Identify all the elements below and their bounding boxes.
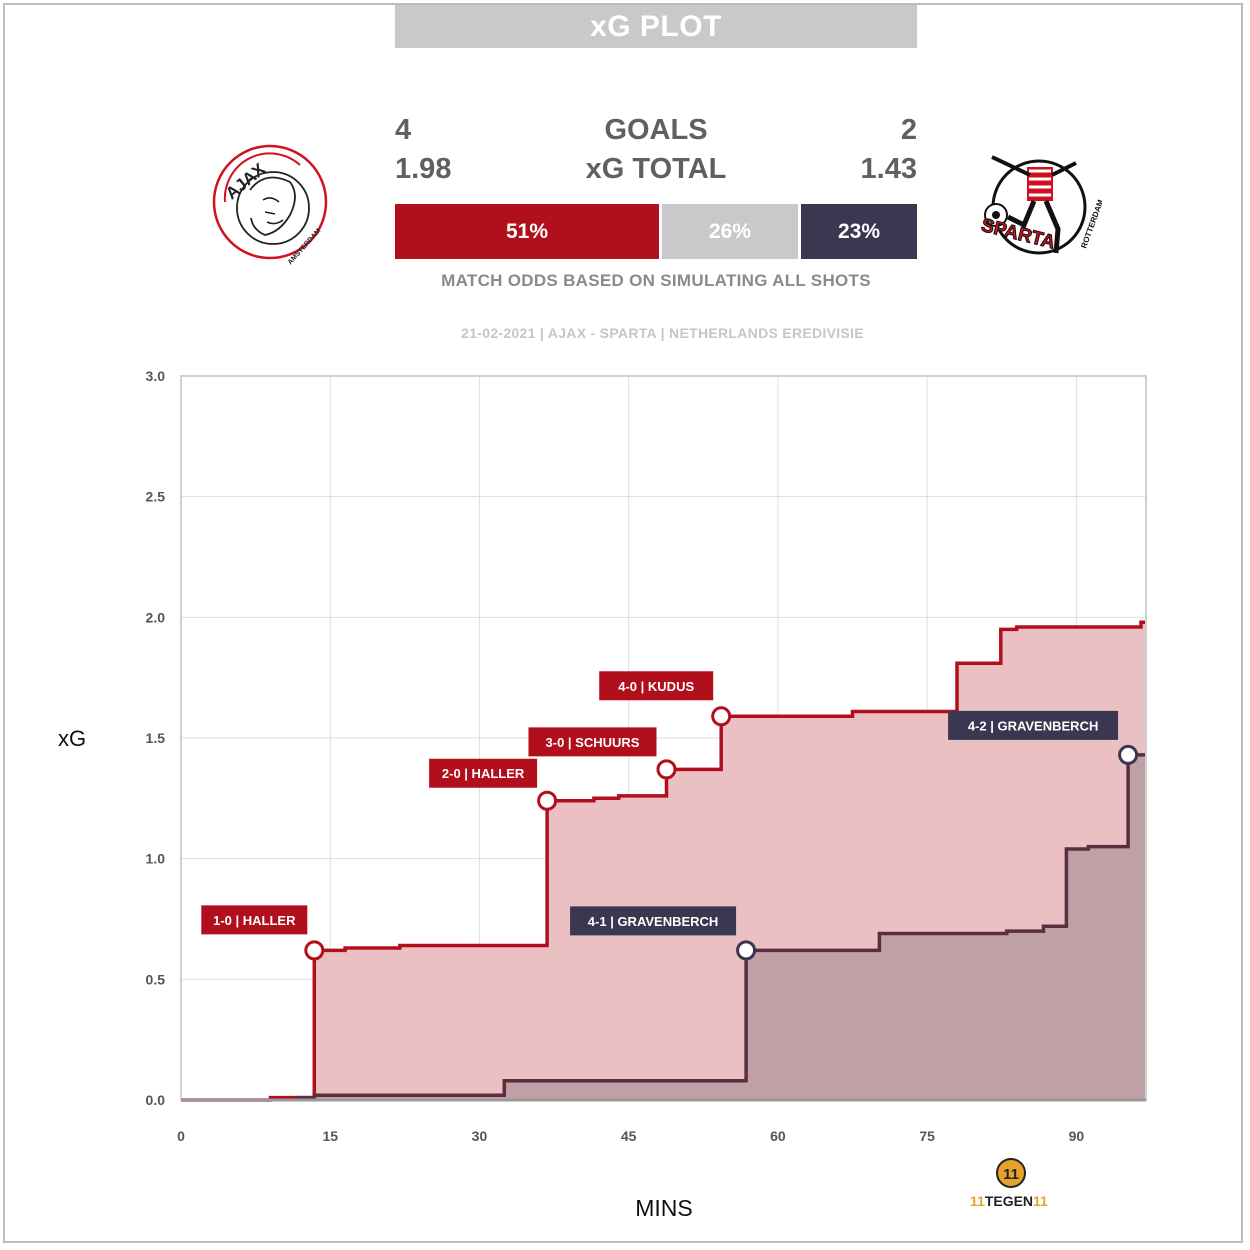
goal-label-box xyxy=(948,710,1119,740)
y-tick-label: 2.5 xyxy=(146,489,166,505)
home-goals: 4 xyxy=(395,114,412,146)
y-tick-label: 1.0 xyxy=(146,851,166,867)
goal-label-box xyxy=(599,671,714,701)
goal-marker xyxy=(736,940,757,961)
goal-label: 3-0 | SCHUURS xyxy=(546,735,640,750)
x-tick-label: 90 xyxy=(1069,1128,1085,1144)
x-tick-label: 60 xyxy=(770,1128,786,1144)
series-lines xyxy=(181,620,1146,1102)
goal-label-box xyxy=(429,758,538,788)
goal-label: 4-2 | GRAVENBERCH xyxy=(968,718,1099,733)
goal-marker xyxy=(711,706,732,727)
goal-label-box xyxy=(570,906,737,936)
area-fills xyxy=(181,622,1146,1100)
brand-text-left: 11 xyxy=(970,1193,985,1208)
brand-text-right: 11 xyxy=(1033,1193,1048,1208)
x-axis-label: MINS xyxy=(635,1195,693,1221)
y-axis-label: xG xyxy=(58,726,86,751)
x-tick-label: 30 xyxy=(472,1128,488,1144)
goal-marker xyxy=(537,790,558,811)
page-title: xG PLOT xyxy=(395,5,917,48)
goals-label: GOALS xyxy=(604,114,708,146)
svg-text:11TEGEN11: 11TEGEN11 xyxy=(970,1193,1048,1208)
x-tick-label: 15 xyxy=(322,1128,338,1144)
x-tick-label: 45 xyxy=(621,1128,637,1144)
xg-total-label: xG TOTAL xyxy=(585,153,727,185)
x-tick-label: 75 xyxy=(919,1128,935,1144)
tick-labels: 0.0 0.5 1.0 1.5 2.0 2.5 3.0 0 15 30 45 60 75 90 xyxy=(146,368,1085,1144)
y-tick-label: 1.5 xyxy=(146,730,166,746)
y-tick-label: 2.0 xyxy=(146,609,166,625)
axes xyxy=(180,375,1147,1102)
y-tick-label: 0.5 xyxy=(146,971,166,987)
brand-text-mid: TEGEN xyxy=(985,1193,1033,1208)
goal-label: 2-0 | HALLER xyxy=(442,766,525,781)
chart-frame xyxy=(3,3,1243,1243)
goal-annotations: 1-0 | HALLER 2-0 | HALLER 3-0 | SCHUURS 4-0… xyxy=(201,671,1139,961)
away-xg-line xyxy=(295,753,1146,1100)
away-win-odds: 23% xyxy=(801,204,917,259)
home-win-odds: 51% xyxy=(395,204,659,259)
match-info: 21-02-2021 | AJAX - SPARTA | NETHERLANDS… xyxy=(461,325,864,341)
x-tick-label: 0 xyxy=(177,1128,185,1144)
goal-marker xyxy=(656,759,677,780)
away-goals: 2 xyxy=(900,114,917,146)
ajax-logo: AJAX AMSTERDAM xyxy=(212,144,328,266)
home-xg-line xyxy=(181,620,1146,1102)
goal-label: 4-1 | GRAVENBERCH xyxy=(588,914,719,929)
goal-label-box xyxy=(528,727,657,757)
home-xg-total: 1.98 xyxy=(395,153,452,185)
odds-note: MATCH ODDS BASED ON SIMULATING ALL SHOTS xyxy=(441,271,871,290)
goal-label-box xyxy=(201,905,308,935)
sparta-logo: SPARTA ROTTERDAM xyxy=(979,155,1102,255)
goal-label: 4-0 | KUDUS xyxy=(618,679,694,694)
away-xg-area xyxy=(297,754,1146,1100)
y-tick-label: 3.0 xyxy=(146,368,166,384)
goal-marker xyxy=(1118,744,1139,765)
goal-label: 1-0 | HALLER xyxy=(213,913,296,928)
goal-marker xyxy=(304,940,325,961)
brand-mark-text: 11 xyxy=(1003,1166,1019,1183)
away-xg-total: 1.43 xyxy=(860,153,917,185)
y-tick-label: 0.0 xyxy=(146,1092,166,1108)
brand-logo: 11 11TEGEN11 xyxy=(970,1158,1048,1208)
draw-odds: 26% xyxy=(662,204,798,259)
